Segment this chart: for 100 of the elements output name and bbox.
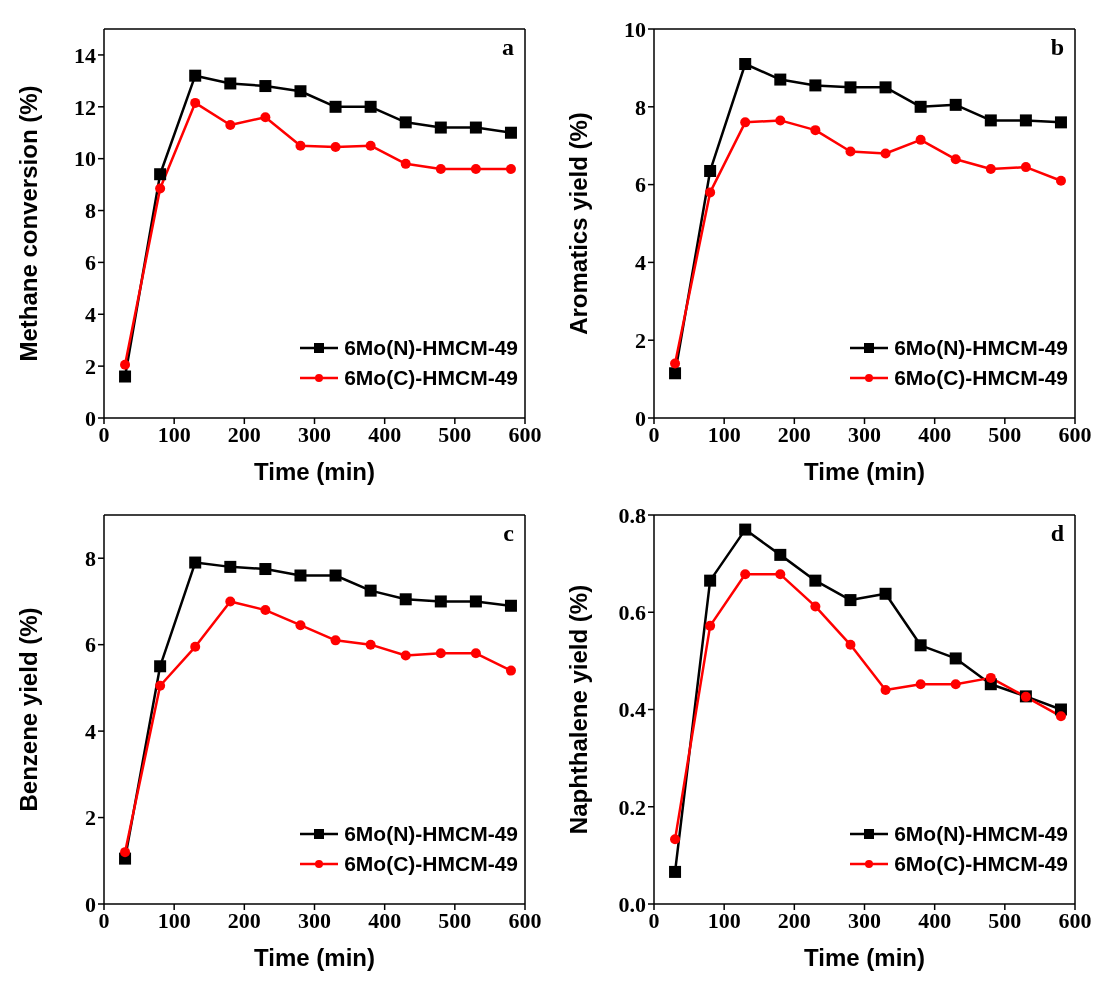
y-tick-label: 0.6 [618,600,646,626]
legend-label: 6Mo(C)-HMCM-49 [344,365,518,391]
point [950,154,961,165]
y-axis-title: Benzene yield (%) [14,607,42,812]
point [190,641,201,652]
point [329,569,342,582]
point [775,569,786,580]
point [504,126,517,139]
y-tick-label: 0.2 [618,794,646,820]
y-tick-label: 0.8 [618,502,646,528]
y-tick-label: 0 [635,405,646,431]
point [224,560,237,573]
point [294,569,307,582]
y-tick-label: 2 [85,353,96,379]
x-tick-label: 400 [918,421,952,447]
point [740,569,751,580]
point [399,116,412,129]
legend-label: 6Mo(C)-HMCM-49 [894,365,1068,391]
point [880,685,891,696]
point [469,121,482,134]
point [154,660,167,673]
point [670,358,681,369]
x-tick-label: 200 [777,421,811,447]
y-tick-label: 10 [74,146,96,172]
y-tick-label: 14 [74,42,96,68]
x-tick-label: 600 [508,907,542,933]
x-tick-label: 400 [368,907,402,933]
x-tick-label: 200 [227,907,261,933]
point [809,79,822,92]
point [669,865,682,878]
point [294,85,307,98]
point [435,648,446,659]
point [364,584,377,597]
point [949,652,962,665]
point [1019,114,1032,127]
chart-title: d [1050,520,1064,547]
x-tick-label: 300 [848,421,881,447]
y-tick-label: 4 [85,302,96,328]
point [295,620,306,631]
point [365,140,376,151]
point [1055,711,1066,722]
point [470,648,481,659]
point [434,595,447,608]
x-tick-label: 600 [508,421,542,447]
point [950,679,961,690]
point [670,834,681,845]
chart-title: c [503,520,514,547]
point [260,605,271,616]
point [705,187,716,198]
point [330,635,341,646]
x-tick-label: 500 [438,421,472,447]
x-tick-label: 500 [988,421,1022,447]
y-tick-label: 6 [635,172,646,198]
point [120,359,131,370]
point [155,680,166,691]
point [259,80,272,93]
y-tick-label: 0 [85,405,96,431]
y-tick-label: 8 [85,546,96,572]
point [879,81,892,94]
y-tick-label: 2 [85,805,96,831]
y-tick-label: 8 [635,94,646,120]
point [189,69,202,82]
chart-title: a [502,34,514,61]
legend-label: 6Mo(N)-HMCM-49 [344,821,518,847]
y-tick-label: 4 [85,718,96,744]
point [704,574,717,587]
y-tick-label: 4 [635,250,646,276]
y-axis-title: Aromatics yield (%) [564,112,592,335]
y-axis-title: Methane conversion (%) [14,85,42,362]
point [704,164,717,177]
x-tick-label: 600 [1058,421,1092,447]
point [399,593,412,606]
y-tick-label: 6 [85,632,96,658]
x-tick-label: 300 [848,907,881,933]
x-tick-label: 100 [157,421,191,447]
y-tick-label: 10 [624,16,646,42]
x-tick-label: 200 [777,907,811,933]
point [810,601,821,612]
point [705,620,716,631]
point [504,599,517,612]
point [400,158,411,169]
point [845,146,856,157]
x-axis-title: Time (min) [254,458,375,485]
point [985,164,996,175]
point [120,847,131,858]
x-tick-label: 400 [368,421,402,447]
point [949,98,962,111]
point [984,114,997,127]
x-axis-title: Time (min) [254,944,375,971]
point [260,112,271,123]
y-tick-label: 6 [85,250,96,276]
point [224,77,237,90]
point [155,183,166,194]
legend-label: 6Mo(C)-HMCM-49 [894,851,1068,877]
x-tick-label: 100 [707,907,741,933]
point [880,148,891,159]
point [295,140,306,151]
point [774,548,787,561]
point [739,523,752,536]
point [1020,162,1031,173]
